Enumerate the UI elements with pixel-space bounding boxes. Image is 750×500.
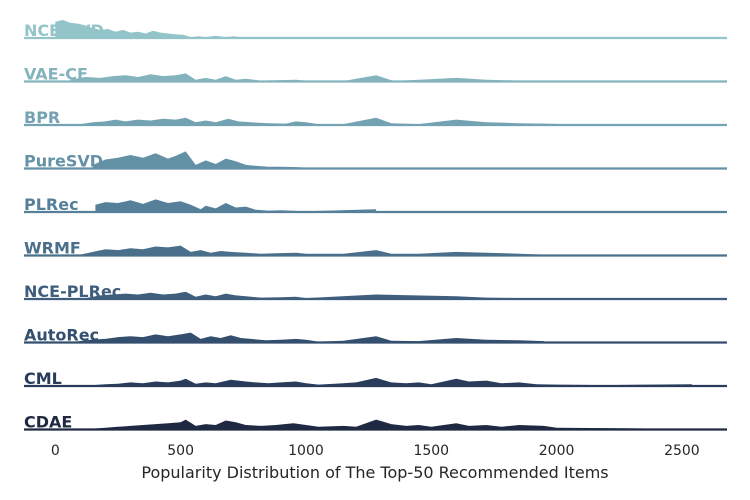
series-label: CDAE: [24, 413, 72, 432]
ridge-area: [92, 419, 657, 430]
ridge-bpr: BPR: [24, 108, 727, 127]
x-axis-label: Popularity Distribution of The Top-50 Re…: [141, 463, 608, 482]
ridge-area: [85, 291, 520, 299]
ridge-area: [92, 151, 307, 169]
ridge-area: [80, 117, 582, 125]
ridge-area: [55, 20, 249, 38]
ridge-vae-cf: VAE-CF: [24, 65, 727, 84]
ridge-area: [80, 245, 545, 256]
series-label: CML: [24, 369, 62, 388]
ridge-plrec: PLRec: [24, 195, 727, 214]
x-tick-label: 1000: [288, 443, 324, 459]
x-tick-label: 2500: [664, 443, 700, 459]
ridge-wrmf: WRMF: [24, 239, 727, 258]
x-tick-label: 500: [167, 443, 194, 459]
ridge-puresvd: PureSVD: [24, 151, 727, 171]
ridge-area: [92, 377, 692, 386]
series-label: PLRec: [24, 195, 79, 214]
ridge-area: [75, 332, 545, 343]
x-tick-label: 0: [51, 443, 60, 459]
x-axis-ticks: 0 500 1000 1500 2000 2500: [51, 443, 700, 459]
ridge-area: [95, 199, 377, 212]
series-label: BPR: [24, 108, 60, 127]
ridge-nce-plrec: NCE-PLRec: [24, 282, 727, 301]
ridge-area: [70, 73, 545, 82]
series-label: AutoRec: [24, 326, 99, 345]
ridge-cml: CML: [24, 369, 727, 388]
x-tick-label: 2000: [539, 443, 575, 459]
series-label: NCE-SVD: [24, 21, 104, 40]
ridge-autorec: AutoRec: [24, 326, 727, 345]
x-tick-label: 1500: [413, 443, 449, 459]
ridges-group: NCE-SVD VAE-CF BPR PureSVD PLRec WRMF NCE-PLRe…: [24, 20, 727, 432]
ridge-nce-svd: NCE-SVD: [24, 20, 727, 40]
series-label: NCE-PLRec: [24, 282, 121, 301]
series-label: VAE-CF: [24, 65, 88, 84]
series-label: PureSVD: [24, 152, 103, 171]
series-label: WRMF: [24, 239, 81, 258]
ridge-cdae: CDAE: [24, 413, 727, 432]
